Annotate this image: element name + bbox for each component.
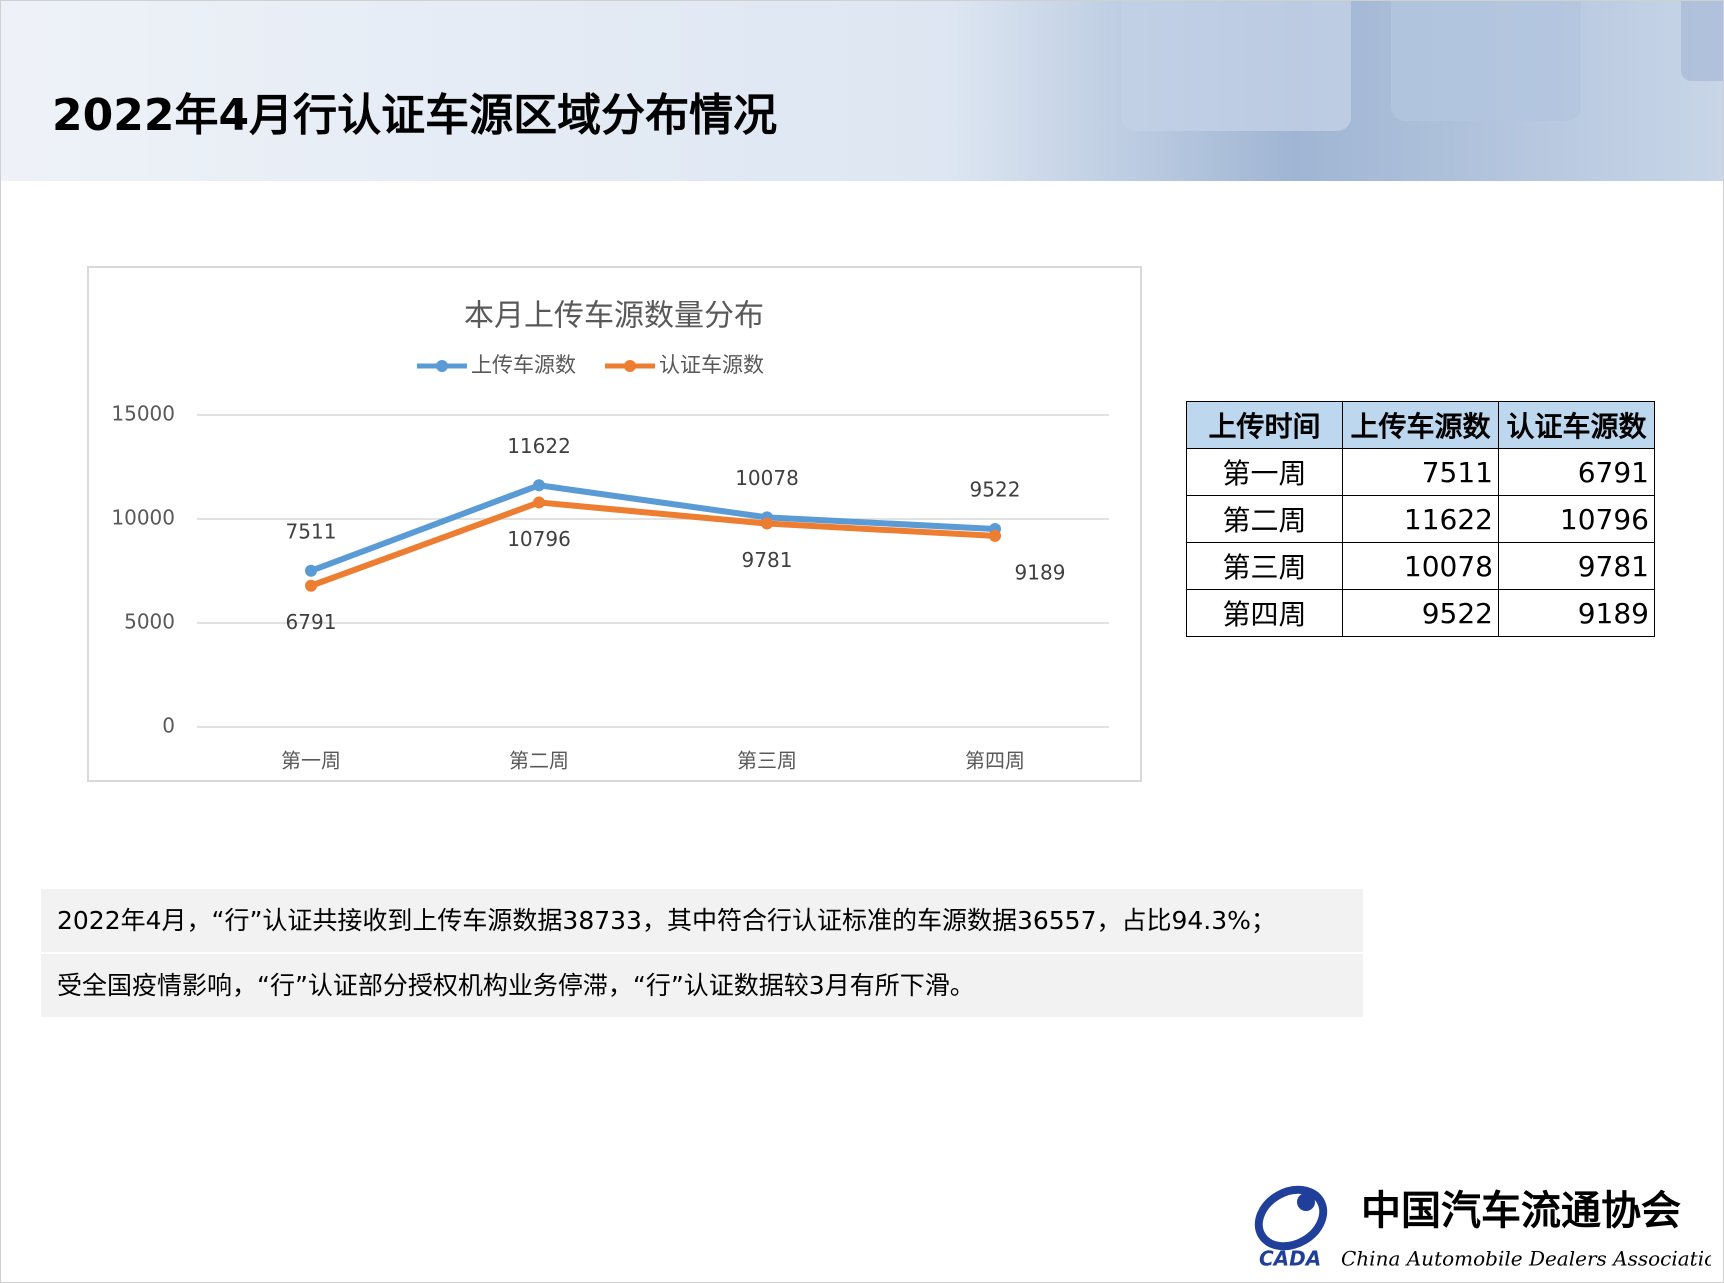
table-cell: 第一周 (1186, 448, 1343, 496)
x-tick-label: 第二周 (509, 749, 569, 773)
data-label: 11622 (507, 434, 571, 458)
series-line (309, 499, 996, 589)
table-row: 第三周 10078 9781 (1186, 542, 1655, 590)
table-header-cell: 上传车源数 (1342, 401, 1499, 449)
table-cell: 第三周 (1186, 542, 1343, 590)
y-tick-label: 10000 (111, 506, 175, 530)
table-cell: 10796 (1498, 495, 1655, 543)
table-header-row: 上传时间 上传车源数 认证车源数 (1186, 401, 1655, 449)
data-label: 9781 (742, 548, 793, 572)
table-cell: 第二周 (1186, 495, 1343, 543)
legend-entry: 认证车源数 (605, 353, 764, 377)
table-cell: 7511 (1342, 448, 1499, 496)
point (989, 529, 1001, 542)
logo-abbr: CADA (1259, 1247, 1321, 1271)
legend-marker (436, 360, 448, 372)
data-label: 7511 (286, 519, 337, 543)
point (305, 579, 317, 592)
data-label: 10796 (507, 527, 571, 551)
logo-cn: 中国汽车流通协会 (1361, 1187, 1681, 1234)
chart: 本月上传车源数量分布 上传车源数 认证车源数 0 5000 10000 15000 第一周… (87, 266, 1142, 782)
x-tick-label: 第三周 (737, 749, 797, 773)
table-cell: 10078 (1342, 542, 1499, 590)
page-title: 2022年4月行认证车源区域分布情况 (52, 90, 778, 141)
legend-label: 上传车源数 (471, 353, 576, 377)
table-row: 第二周 11622 10796 (1186, 495, 1655, 543)
table-cell: 9189 (1498, 589, 1655, 637)
y-tick-label: 5000 (124, 610, 175, 634)
table-cell: 第四周 (1186, 589, 1343, 637)
header-band: 2022年4月行认证车源区域分布情况 (1, 1, 1723, 181)
point (305, 564, 317, 577)
data-table: 上传时间 上传车源数 认证车源数 第一周 7511 6791 第二周 11622 10796 第三… (1186, 401, 1655, 637)
note-line: 2022年4月，“行”认证共接收到上传车源数据38733，其中符合行认证标准的车… (41, 889, 1363, 952)
data-label: 10078 (735, 466, 799, 490)
table-row: 第四周 9522 9189 (1186, 589, 1655, 637)
table-cell: 9522 (1342, 589, 1499, 637)
data-label: 9189 (1015, 560, 1066, 584)
point (533, 496, 545, 509)
y-tick-label: 15000 (111, 402, 175, 426)
logo: CADA 中国汽车流通协会 China Automobile Dealers A… (1254, 1185, 1711, 1271)
table-cell: 11622 (1342, 495, 1499, 543)
plot-area: 0 5000 10000 15000 第一周 第二周 第三周 第四周 7511 11622 1007… (111, 402, 1109, 773)
table-header-cell: 认证车源数 (1498, 401, 1655, 449)
x-tick-label: 第四周 (965, 749, 1025, 773)
notes: 2022年4月，“行”认证共接收到上传车源数据38733，其中符合行认证标准的车… (41, 889, 1363, 1019)
legend-label: 认证车源数 (659, 353, 764, 377)
y-tick-label: 0 (162, 714, 175, 738)
table-row: 第一周 7511 6791 (1186, 448, 1655, 496)
legend: 上传车源数 认证车源数 (417, 353, 764, 377)
header-decoration (1121, 1, 1723, 131)
series-line (309, 482, 996, 574)
data-label: 6791 (286, 610, 337, 634)
x-tick-label: 第一周 (281, 749, 341, 773)
legend-marker (624, 360, 636, 372)
table-cell: 9781 (1498, 542, 1655, 590)
legend-entry: 上传车源数 (417, 353, 576, 377)
logo-en: China Automobile Dealers Association (1341, 1247, 1711, 1271)
data-label: 9522 (970, 477, 1021, 501)
table-cell: 6791 (1498, 448, 1655, 496)
chart-title: 本月上传车源数量分布 (464, 299, 764, 334)
point (533, 479, 545, 492)
table-header-cell: 上传时间 (1186, 401, 1343, 449)
note-line: 受全国疫情影响，“行”认证部分授权机构业务停滞，“行”认证数据较3月有所下滑。 (41, 954, 1363, 1017)
point (761, 517, 773, 530)
